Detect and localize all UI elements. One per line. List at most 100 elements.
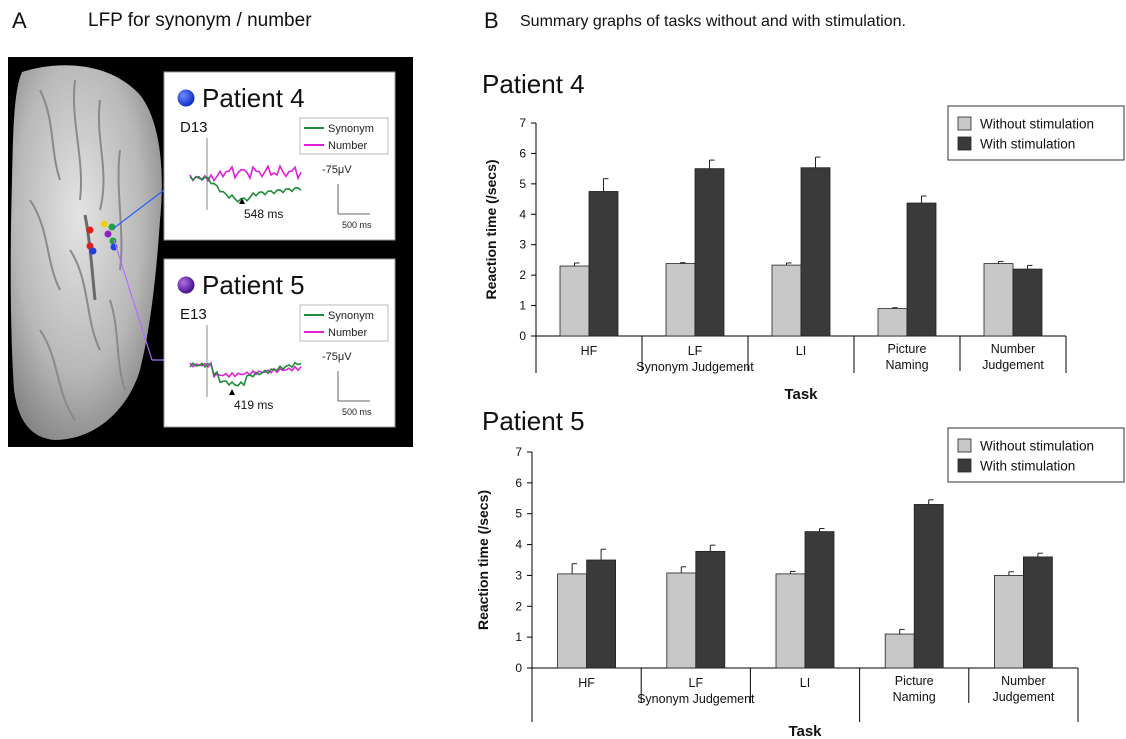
legend-label-number: Number: [328, 327, 367, 339]
scale-time-label: 500 ms: [342, 220, 372, 230]
legend-label-number: Number: [328, 140, 367, 152]
lfp-legend: [299, 304, 389, 342]
brain-image: [10, 65, 162, 441]
panel-b-letter: B: [484, 8, 499, 33]
electrode-markers: [86, 220, 118, 255]
electrode-dot: [100, 220, 108, 228]
electrode-dot: [104, 230, 112, 238]
y-tick-label: 3: [519, 238, 526, 252]
bar-with-stimulation: [913, 504, 944, 669]
y-tick-label: 1: [515, 630, 522, 644]
lfp-legend: [299, 117, 389, 155]
electrode-label: E13: [180, 306, 207, 323]
panel-a-letter: A: [12, 8, 27, 33]
bar-with-stimulation: [804, 531, 835, 669]
x-axis-label: Task: [784, 386, 818, 403]
x-tick-label: LI: [800, 676, 810, 690]
bar-with-stimulation: [906, 202, 937, 337]
y-tick-label: 6: [519, 146, 526, 160]
bar-without-stimulation: [983, 263, 1014, 337]
lfp-inset-patient-5: Patient 5 E13 Synonym Number -75μV 500 ms 419 …: [163, 258, 396, 428]
bar-chart-patient-5: Patient 5 0 1 2 3 4 5 6 7 Reaction time (/secs) HF…: [475, 406, 1125, 739]
x-axis-label: Task: [788, 723, 822, 739]
lfp-inset-patient-4: Patient 4 D13 Synonym Number -75μV 500 ms 548 …: [163, 71, 396, 241]
chart-legend: [947, 427, 1125, 483]
electrode-dot: [89, 247, 97, 255]
scale-time-label: 500 ms: [342, 407, 372, 417]
legend-swatch: [957, 438, 972, 453]
bar-without-stimulation: [666, 572, 697, 669]
trace-synonym: [189, 361, 302, 387]
scale-voltage-label: -75μV: [322, 164, 352, 176]
y-tick-label: 7: [515, 445, 522, 459]
bar-without-stimulation: [994, 575, 1024, 669]
x-tick-label: HF: [578, 676, 595, 690]
peak-latency-label: 548 ms: [244, 207, 283, 221]
legend-swatch: [957, 458, 972, 473]
bar-without-stimulation: [557, 573, 587, 669]
x-tick-label: LI: [796, 344, 806, 358]
peak-marker-icon: [229, 389, 235, 395]
bar-without-stimulation: [771, 264, 802, 337]
legend-label-synonym: Synonym: [328, 310, 374, 322]
x-tick-label: Number Judgement: [982, 342, 1044, 372]
y-axis-label: Reaction time (/secs): [475, 490, 491, 630]
legend-label: Without stimulation: [980, 117, 1094, 132]
x-tick-label: Number Judgement: [992, 674, 1054, 704]
electrode-dot: [86, 226, 94, 234]
inset-patient-label: Patient 5: [202, 270, 305, 300]
x-tick-label: Picture Naming: [885, 342, 928, 372]
panel-b-title: Summary graphs of tasks without and with…: [520, 13, 906, 30]
y-tick-label: 1: [519, 299, 526, 313]
bar-without-stimulation: [775, 573, 806, 669]
bar-without-stimulation: [884, 633, 915, 669]
x-tick-label: Picture Naming: [893, 674, 936, 704]
y-tick-label: 2: [515, 599, 522, 613]
y-tick-label: 7: [519, 116, 526, 130]
inset-box: [163, 71, 396, 241]
bar-with-stimulation: [695, 550, 726, 669]
trace-synonym: [189, 175, 302, 204]
y-tick-label: 0: [519, 329, 526, 343]
bar-with-stimulation: [588, 191, 619, 337]
x-tick-label: LF: [688, 344, 703, 358]
x-tick-label: HF: [581, 344, 598, 358]
y-axis-label: Reaction time (/secs): [483, 159, 499, 299]
y-tick-label: 6: [515, 476, 522, 490]
scale-voltage-label: -75μV: [322, 351, 352, 363]
trace-number: [189, 361, 302, 379]
y-tick-label: 4: [519, 207, 526, 221]
bar-without-stimulation: [559, 265, 590, 337]
patient-5-connector: [113, 239, 153, 361]
bar-with-stimulation: [800, 167, 831, 337]
bar-with-stimulation: [1023, 556, 1053, 669]
legend-label: With stimulation: [980, 137, 1075, 152]
panel-a-title: LFP for synonym / number: [88, 10, 312, 31]
y-tick-label: 5: [519, 177, 526, 191]
patient-marker-icon: [177, 89, 195, 107]
group-label: Synonym Judgement: [637, 692, 755, 706]
inset-box: [163, 258, 396, 428]
chart-title: Patient 4: [482, 69, 585, 99]
legend-swatch: [957, 136, 972, 151]
y-tick-label: 4: [515, 538, 522, 552]
y-tick-label: 3: [515, 568, 522, 582]
y-tick-label: 2: [519, 268, 526, 282]
bar-with-stimulation: [1012, 268, 1043, 337]
chart-title: Patient 5: [482, 406, 585, 436]
peak-latency-label: 419 ms: [234, 398, 273, 412]
bar-chart-patient-4: Patient 4 0 1 2 3 4 5 6 7 Reaction time (/secs) HF…: [482, 69, 1125, 403]
bar-without-stimulation: [877, 308, 908, 337]
legend-swatch: [957, 116, 972, 131]
y-tick-label: 5: [515, 507, 522, 521]
legend-label: With stimulation: [980, 459, 1075, 474]
group-label: Synonym Judgement: [636, 360, 754, 374]
bar-with-stimulation: [694, 168, 725, 337]
inset-patient-label: Patient 4: [202, 83, 305, 113]
electrode-dot: [108, 223, 116, 231]
legend-label: Without stimulation: [980, 439, 1094, 454]
chart-legend: [947, 105, 1125, 161]
peak-marker-icon: [239, 198, 245, 204]
bar-without-stimulation: [665, 263, 696, 337]
